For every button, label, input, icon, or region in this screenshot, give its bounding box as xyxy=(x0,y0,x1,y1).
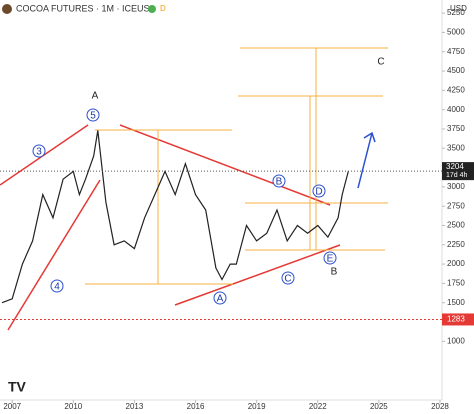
logo: TV xyxy=(8,379,27,395)
wave-label: 3 xyxy=(36,147,42,158)
marker-label: 1283 xyxy=(447,315,465,324)
forecast-arrow xyxy=(357,131,376,189)
y-tick-label: 4250 xyxy=(447,85,465,94)
y-tick-label: 2750 xyxy=(447,201,465,210)
wave-label: A xyxy=(217,294,224,305)
wave-circle xyxy=(86,108,100,122)
y-tick-label: 2000 xyxy=(447,259,465,268)
y-tick-label: 4500 xyxy=(447,66,465,75)
y-tick-label: 1000 xyxy=(447,336,465,345)
y-tick-label: 1500 xyxy=(447,298,465,307)
wave-label: A xyxy=(92,91,99,102)
x-tick-label: 2007 xyxy=(3,402,21,411)
y-tick-label: 3500 xyxy=(447,143,465,152)
wave-circle xyxy=(213,291,227,305)
wave-label: C xyxy=(284,274,291,285)
x-tick-label: 2019 xyxy=(248,402,266,411)
status-d: D xyxy=(160,4,166,13)
x-tick-label: 2028 xyxy=(431,402,449,411)
chart-title: COCOA FUTURES · 1M · ICEUS xyxy=(16,3,150,13)
annotations: 3 4 5 A A B C D E B C xyxy=(32,57,385,305)
y-tick-label: 3750 xyxy=(447,124,465,133)
y-tick-label: 5250 xyxy=(447,8,465,17)
x-tick-label: 2025 xyxy=(370,402,388,411)
drawings xyxy=(0,47,388,331)
wave-circle xyxy=(32,144,46,158)
x-tick-label: 2016 xyxy=(187,402,205,411)
last-price-label: 3204 xyxy=(446,162,464,171)
y-tick-label: 4750 xyxy=(447,47,465,56)
trendline xyxy=(119,124,331,206)
wave-circle xyxy=(312,184,326,198)
y-tick-label: 2500 xyxy=(447,221,465,230)
trendline xyxy=(174,244,341,306)
x-tick-label: 2022 xyxy=(309,402,327,411)
wave-label: B xyxy=(331,267,338,278)
wave-label: 4 xyxy=(54,282,60,293)
status-dot xyxy=(148,5,156,13)
y-tick-label: 4000 xyxy=(447,105,465,114)
currency: USD xyxy=(450,4,467,13)
wave-circle xyxy=(272,174,286,188)
wave-label: B xyxy=(276,177,283,188)
x-tick-label: 2010 xyxy=(64,402,82,411)
y-tick-label: 2250 xyxy=(447,240,465,249)
wave-circle xyxy=(50,279,64,293)
y-tick-label: 1750 xyxy=(447,279,465,288)
countdown-label: 17d 4h xyxy=(446,172,468,179)
wave-circle xyxy=(323,251,337,265)
wave-label: 5 xyxy=(90,111,96,122)
wave-label: E xyxy=(327,254,334,265)
price-line xyxy=(1,130,349,304)
y-tick-label: 5000 xyxy=(447,28,465,37)
trendline xyxy=(7,179,101,331)
marker-box xyxy=(442,313,474,326)
wave-label: D xyxy=(315,187,322,198)
y-tick-label: 3000 xyxy=(447,182,465,191)
wave-label: C xyxy=(377,57,384,68)
wave-circle xyxy=(281,271,295,285)
x-tick-label: 2013 xyxy=(126,402,144,411)
symbol-icon xyxy=(2,4,12,14)
last-price-box xyxy=(442,162,474,181)
